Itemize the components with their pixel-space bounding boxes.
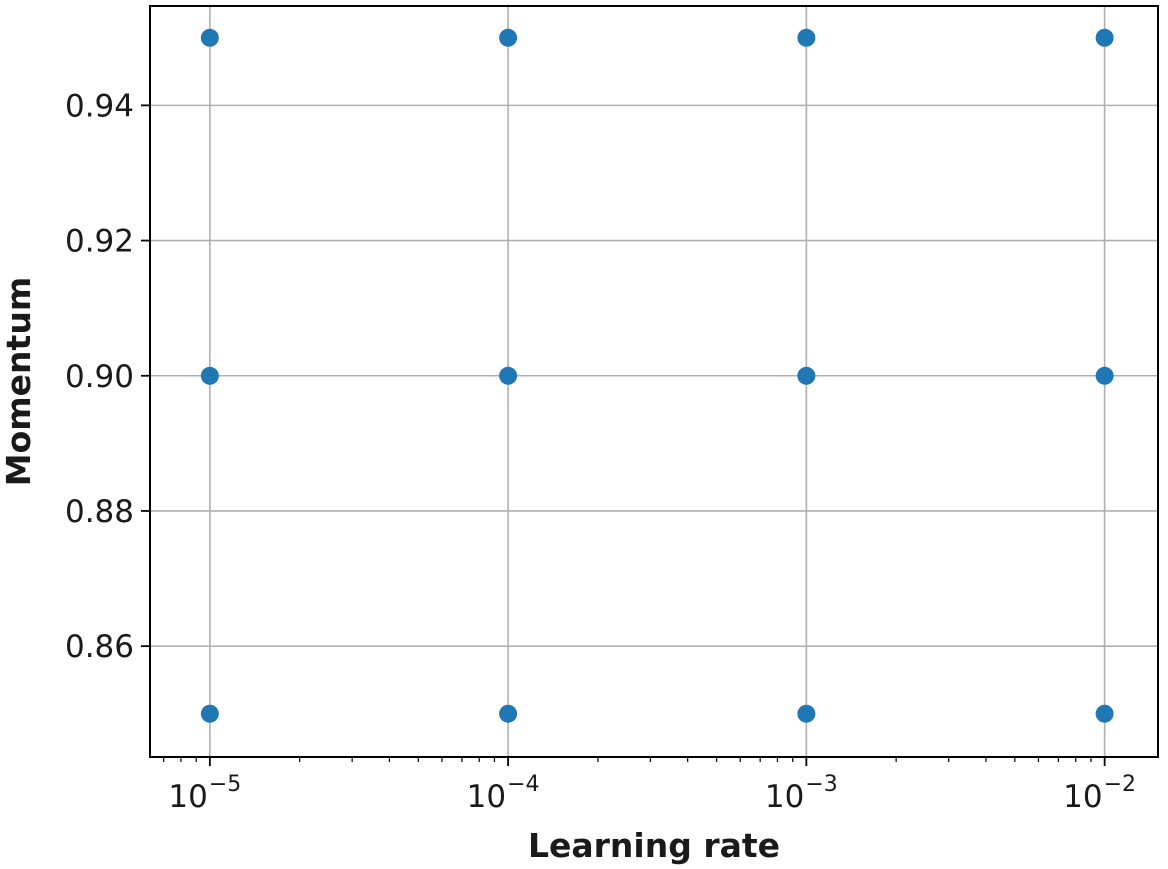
scatter-point [200,28,219,47]
y-tick-label: 0.90 [65,359,134,395]
scatter-point [797,704,816,723]
x-tick-label: 10 −2 [1063,772,1136,815]
scatter-point [1095,28,1114,47]
x-tick-label-exponent: −5 [209,772,241,797]
y-axis-label: Momentum [0,277,38,486]
y-tick-label: 0.88 [65,494,134,530]
x-tick-label-exponent: −2 [1104,772,1136,797]
grid [150,6,1158,757]
scatter-point [797,366,816,385]
scatter-point [200,366,219,385]
x-tick-label-base: 10 [467,779,506,815]
scatter-point [499,366,518,385]
scatter-point [200,704,219,723]
x-tick-label-base: 10 [168,779,207,815]
y-tick-label: 0.92 [65,224,134,260]
x-tick-labels: 10 −5 10 −4 10 −3 10 −2 [168,772,1136,815]
y-tick-label: 0.94 [65,88,134,124]
x-tick-label: 10 −3 [765,772,838,815]
x-tick-label-base: 10 [1063,779,1102,815]
y-tick-labels: 0.86 0.88 0.90 0.92 0.94 [65,88,134,665]
scatter-point [499,704,518,723]
x-tick-label-base: 10 [765,779,804,815]
scatter-point [1095,366,1114,385]
scatter-point [797,28,816,47]
scatter-point [1095,704,1114,723]
y-tick-label: 0.86 [65,629,134,665]
x-tick-label: 10 −4 [467,772,540,815]
x-tick-label-exponent: −4 [507,772,539,797]
x-tick-label: 10 −5 [168,772,241,815]
data-points [200,28,1114,723]
major-ticks [141,104,1106,766]
scatter-point [499,28,518,47]
plot-frame [149,5,1159,758]
x-axis-label: Learning rate [528,826,780,865]
x-tick-label-exponent: −3 [805,772,837,797]
